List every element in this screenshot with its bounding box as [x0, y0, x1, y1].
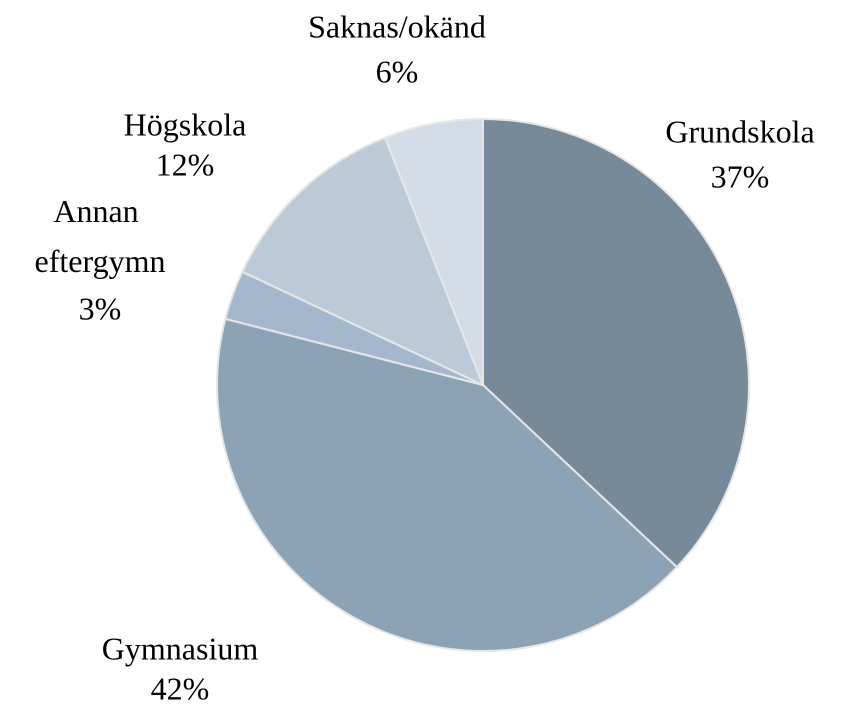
slice-value-label: 6%: [376, 53, 419, 89]
slice-label: Grundskola: [665, 113, 814, 149]
slice-label: Saknas/okänd: [308, 8, 486, 44]
slice-value-label: 42%: [151, 670, 210, 706]
slice-label: Annan eftergymn: [35, 193, 166, 279]
slice-label: Högskola: [124, 106, 247, 142]
pie-slice: [383, 117, 484, 386]
slice-value-label: 12%: [156, 146, 215, 182]
pie-slice: [482, 117, 750, 569]
pie-slice: [216, 317, 679, 652]
slice-label: Gymnasium: [102, 630, 259, 666]
slice-value-label: 3%: [79, 290, 122, 326]
pie-slice: [240, 136, 485, 387]
slice-value-label: 37%: [711, 158, 770, 194]
